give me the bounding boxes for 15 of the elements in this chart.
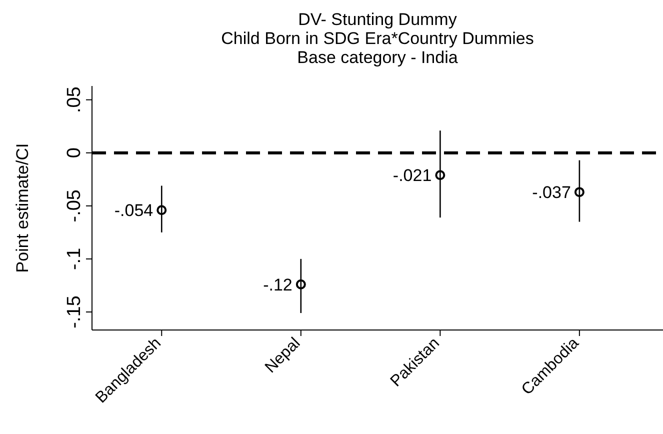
data-label: -.12 [263,275,292,294]
y-tick-label: -.15 [64,296,85,328]
y-tick-label: .05 [64,86,85,113]
point [296,279,306,290]
y-axis-title: Point estimate/CI [13,143,32,273]
y-tick-label: 0 [64,148,85,158]
data-label: -.037 [532,183,571,202]
y-tick-label: -.1 [64,248,85,270]
point [435,170,446,180]
point [574,187,584,198]
point [156,205,167,216]
data-label: -.054 [114,201,154,220]
y-tick-label: -.05 [64,190,85,222]
chart-title: DV- Stunting Dummy Child Born in SDG Era*Country Dummies Base category - India [220,10,535,67]
data-label: -.021 [392,166,432,186]
